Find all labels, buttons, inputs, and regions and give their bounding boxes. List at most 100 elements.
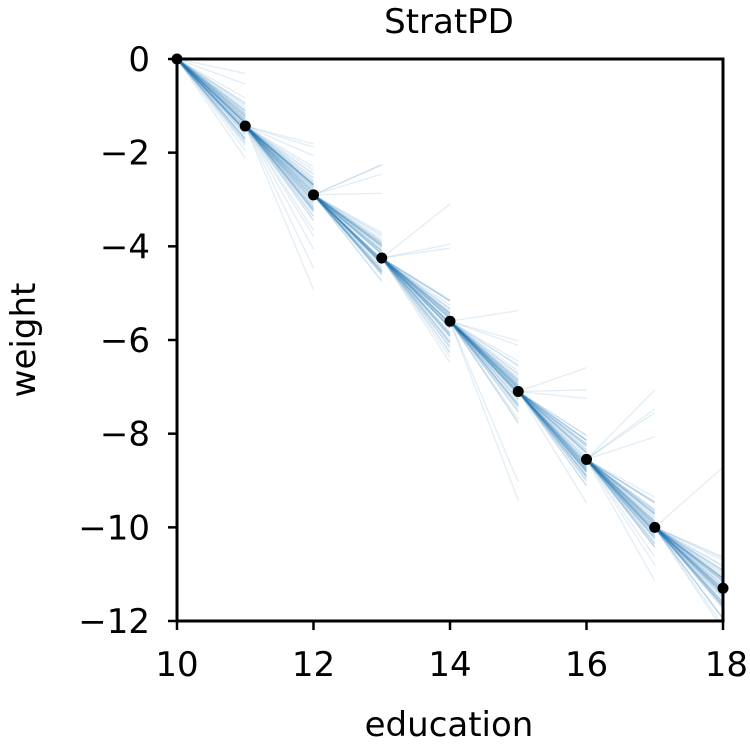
stratum-line: [313, 194, 383, 273]
stratum-line: [244, 125, 315, 290]
x-tick-label: 12: [292, 645, 335, 685]
stratum-line: [449, 320, 519, 405]
stratum-line: [313, 194, 383, 244]
stratum-line: [449, 320, 519, 394]
stratum-line: [244, 125, 314, 186]
data-point: [308, 189, 319, 201]
stratum-line: [313, 194, 383, 237]
stratum-line: [381, 257, 451, 328]
stratum-line: [517, 391, 587, 466]
stratum-line: [517, 391, 587, 451]
stratum-line: [177, 59, 246, 141]
stratum-line: [654, 526, 723, 575]
stratum-line: [449, 320, 519, 383]
stratum-line: [244, 125, 314, 203]
stratum-line: [177, 59, 246, 141]
stratum-line: [449, 320, 519, 424]
stratum-line: [449, 320, 519, 413]
stratum-line: [654, 526, 723, 579]
stratum-line: [177, 59, 246, 124]
stratum-line: [449, 320, 519, 408]
stratum-line: [586, 408, 656, 460]
stratum-line: [313, 194, 383, 273]
stratum-line: [654, 526, 723, 594]
stratum-line: [313, 194, 383, 260]
stratum-line: [449, 320, 519, 342]
stratum-line: [586, 458, 656, 528]
stratum-line: [654, 526, 721, 621]
stratum-line: [449, 320, 519, 410]
stratum-line: [586, 458, 656, 514]
stratum-line: [177, 59, 246, 128]
stratum-line: [313, 194, 383, 275]
stratum-line: [586, 458, 656, 524]
stratum-line: [654, 526, 723, 583]
stratum-line: [654, 526, 723, 572]
stratum-line: [586, 458, 656, 510]
stratum-line: [381, 257, 451, 338]
stratum-line: [381, 257, 451, 306]
stratum-line: [517, 391, 588, 486]
stratum-line: [586, 458, 656, 532]
stratum-line: [586, 458, 656, 533]
stratum-line: [244, 125, 314, 208]
stratum-line: [381, 257, 451, 311]
stratum-line: [517, 391, 587, 466]
stratum-line: [654, 526, 723, 599]
stratum-line: [654, 526, 723, 606]
y-tick-label: −8: [100, 415, 150, 455]
stratum-line: [517, 391, 587, 468]
stratum-line: [381, 257, 451, 324]
stratum-line: [177, 59, 246, 123]
stratum-line: [449, 320, 519, 386]
stratum-line: [654, 526, 723, 579]
stratum-line: [177, 59, 246, 120]
stratum-line: [313, 194, 383, 243]
stratum-line: [244, 125, 314, 194]
stratum-line: [177, 59, 246, 129]
y-tick-label: −4: [100, 227, 150, 267]
stratum-line: [244, 125, 314, 186]
stratum-line: [381, 257, 451, 343]
stratum-line: [449, 320, 519, 380]
stratum-line: [449, 320, 519, 381]
stratum-line: [313, 194, 383, 251]
stratum-line: [381, 257, 451, 310]
stratum-line: [381, 247, 451, 259]
stratum-line: [313, 194, 383, 253]
stratum-line: [654, 526, 723, 582]
stratum-line: [381, 257, 451, 314]
stratum-line: [654, 526, 723, 582]
stratum-line: [586, 458, 656, 513]
stratum-line: [585, 459, 656, 545]
stratum-line: [449, 320, 519, 390]
stratum-line: [449, 320, 519, 383]
stratum-line: [244, 125, 314, 191]
y-tick-label: −6: [100, 321, 150, 361]
stratum-line: [177, 59, 246, 115]
stratum-line: [177, 59, 246, 132]
stratum-line: [449, 320, 519, 392]
stratum-line: [586, 458, 656, 530]
stratum-line: [517, 391, 587, 472]
stratum-line: [313, 194, 383, 236]
y-axis-ticks: 0 −2 −4 −6 −8 −10 −12: [78, 40, 177, 642]
stratum-line: [654, 526, 723, 610]
stratum-line: [517, 390, 587, 441]
stratum-line: [654, 526, 723, 580]
stratum-line: [244, 125, 314, 187]
stratum-line: [586, 458, 656, 512]
stratum-line: [244, 125, 315, 217]
stratum-line: [244, 125, 315, 269]
stratum-line: [177, 59, 246, 132]
stratum-line: [586, 458, 656, 516]
stratum-line: [177, 59, 246, 125]
stratum-line: [449, 320, 519, 389]
stratum-line: [517, 391, 588, 478]
stratum-line: [177, 59, 246, 131]
x-tick-label: 18: [705, 645, 748, 685]
x-tick-label: 14: [428, 645, 471, 685]
stratum-line: [586, 458, 656, 504]
stratum-line: [244, 125, 315, 250]
